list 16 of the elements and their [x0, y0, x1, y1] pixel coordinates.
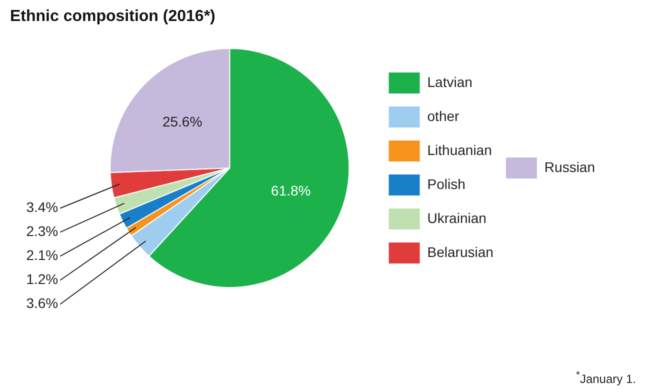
data-label: 2.3%	[26, 223, 58, 240]
text: $^{*}$January 1.	[576, 370, 636, 386]
data-label: 3.4%	[26, 199, 58, 216]
legend-label: Ukrainian	[427, 210, 486, 226]
data-label: 61.8%	[271, 182, 311, 199]
legend-label: Lithuanian	[427, 142, 492, 158]
data-label: 1.2%	[26, 271, 58, 288]
legend-label: Belarusian	[427, 244, 494, 260]
data-label: 25.6%	[162, 113, 202, 130]
legend-label: Polish	[427, 176, 466, 192]
data-label: 3.6%	[26, 295, 58, 312]
data-label: 2.1%	[26, 247, 58, 264]
chart-title: Ethnic composition (2016*)	[10, 8, 216, 26]
legend-label: Russian	[544, 158, 596, 175]
legend-label: Latvian	[427, 74, 472, 90]
legend-label: other	[427, 108, 460, 124]
